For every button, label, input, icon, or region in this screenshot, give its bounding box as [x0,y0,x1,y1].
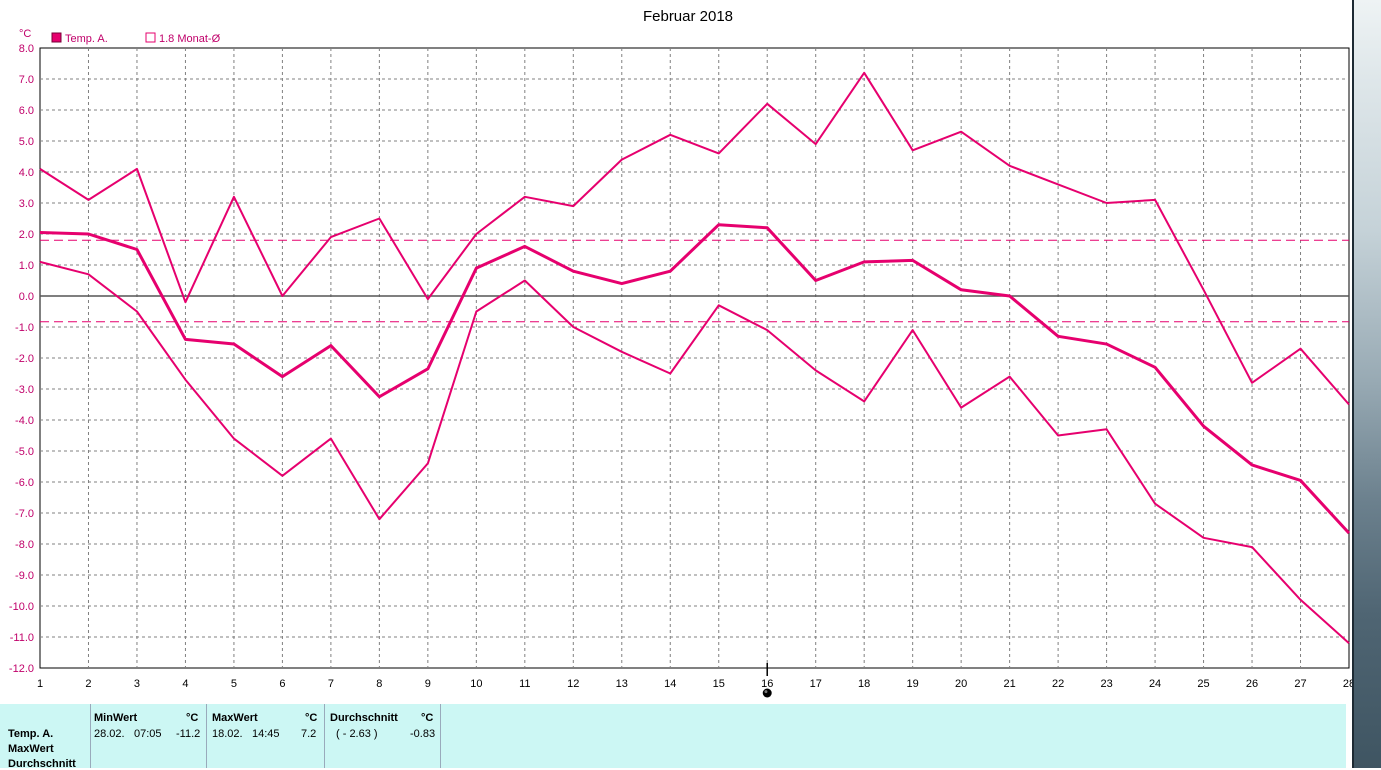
series-lines [39,71,1351,644]
statistics-panel: Temp. A. MaxWert Durchschnitt MinWert °C… [0,704,1346,770]
y-tick-label: 4.0 [19,167,34,179]
y-tick-label: -9.0 [15,570,34,582]
x-tick-label: 9 [425,678,431,690]
y-tick-label: -12.0 [9,663,34,675]
panel-divider [324,704,325,768]
y-tick-label: -7.0 [15,508,34,520]
series-line-mean [39,223,1351,535]
y-tick-label: -8.0 [15,539,34,551]
y-tick-label: -3.0 [15,384,34,396]
marker-dot [762,688,772,698]
y-tick-label: 5.0 [19,136,34,148]
legend-label-monthly-avg: 1.8 Monat-Ø [159,33,221,45]
y-tick-label: -10.0 [9,601,34,613]
x-tick-label: 10 [470,678,482,690]
y-tick-label: -4.0 [15,415,34,427]
x-tick-label: 22 [1052,678,1064,690]
x-tick-label: 4 [182,678,188,690]
x-tick-label: 7 [328,678,334,690]
y-tick-label: 1.0 [19,260,34,272]
avg-header: Durchschnitt [330,712,398,724]
desktop-background-strip [1352,0,1381,768]
max-value: 7.2 [301,728,317,740]
legend: Temp. A. 1.8 Monat-Ø [51,32,221,45]
x-tick-label: 2 [85,678,91,690]
y-tick-label: -5.0 [15,446,34,458]
avg-note: ( - 2.63 ) [336,728,378,740]
x-tick-label: 11 [519,678,530,690]
row-label-temp: Temp. A. [8,728,54,740]
x-tick-label: 1 [37,678,43,690]
min-date: 28.02. [94,728,125,740]
grid [39,47,1350,669]
x-tick-label: 5 [231,678,237,690]
min-unit: °C [186,712,199,724]
y-tick-label: 8.0 [19,43,34,55]
series-line-min [39,260,1350,644]
y-tick-label: 2.0 [19,229,34,241]
x-tick-label: 25 [1197,678,1209,690]
panel-divider [206,704,207,768]
temperature-chart: Februar 2018 °C Temp. A. 1.8 Monat-Ø 8.0… [9,8,1355,698]
day-marker [762,663,772,698]
min-header: MinWert [94,712,138,724]
row-label-avg: Durchschnitt [8,758,76,770]
max-time: 14:45 [252,728,280,740]
y-tick-label: 0.0 [19,291,34,303]
min-time: 07:05 [134,728,162,740]
max-header: MaxWert [212,712,258,724]
y-tick-labels: 8.0 7.0 6.0 5.0 4.0 3.0 2.0 1.0 0.0 -1.0 -2.0 -3.0 -… [9,43,34,675]
reference-lines [40,239,1349,323]
x-tick-label: 20 [955,678,967,690]
panel-divider [90,704,91,768]
x-tick-label: 14 [664,678,676,690]
min-value: -11.2 [176,728,201,740]
x-tick-label: 18 [858,678,870,690]
x-tick-label: 13 [616,678,628,690]
max-date: 18.02. [212,728,243,740]
x-tick-label: 27 [1294,678,1306,690]
y-tick-label: 7.0 [19,74,34,86]
marker-dot-highlight [764,690,768,694]
panel-divider [440,704,441,768]
avg-value: -0.83 [410,728,436,740]
x-tick-label: 16 [761,678,773,690]
y-tick-label: 3.0 [19,198,34,210]
y-tick-label: -6.0 [15,477,34,489]
y-tick-label: -1.0 [15,322,34,334]
window-edge [1352,0,1354,768]
x-tick-label: 17 [810,678,822,690]
legend-label-temp: Temp. A. [65,33,108,45]
x-tick-label: 15 [713,678,725,690]
x-tick-label: 19 [907,678,919,690]
x-tick-label: 23 [1100,678,1112,690]
x-tick-label: 6 [279,678,285,690]
y-axis-unit-label: °C [19,28,31,40]
chart-title: Februar 2018 [643,8,733,25]
x-tick-label: 24 [1149,678,1161,690]
avg-unit: °C [421,712,434,724]
x-tick-label: 3 [134,678,140,690]
x-tick-label: 8 [376,678,382,690]
y-tick-label: 6.0 [19,105,34,117]
y-tick-label: -2.0 [15,353,34,365]
legend-marker-open [145,32,156,43]
x-tick-labels: 1 2 3 4 5 6 7 8 9 10 11 12 13 14 15 16 17 18 19 20 21 22 23 24 2… [37,678,1355,690]
x-tick-label: 26 [1246,678,1258,690]
series-line-max [39,71,1350,406]
x-tick-label: 21 [1004,678,1016,690]
row-label-max: MaxWert [8,743,54,755]
x-tick-label: 12 [567,678,579,690]
legend-marker-filled [51,32,62,43]
y-tick-label: -11.0 [10,632,34,644]
max-unit: °C [305,712,318,724]
